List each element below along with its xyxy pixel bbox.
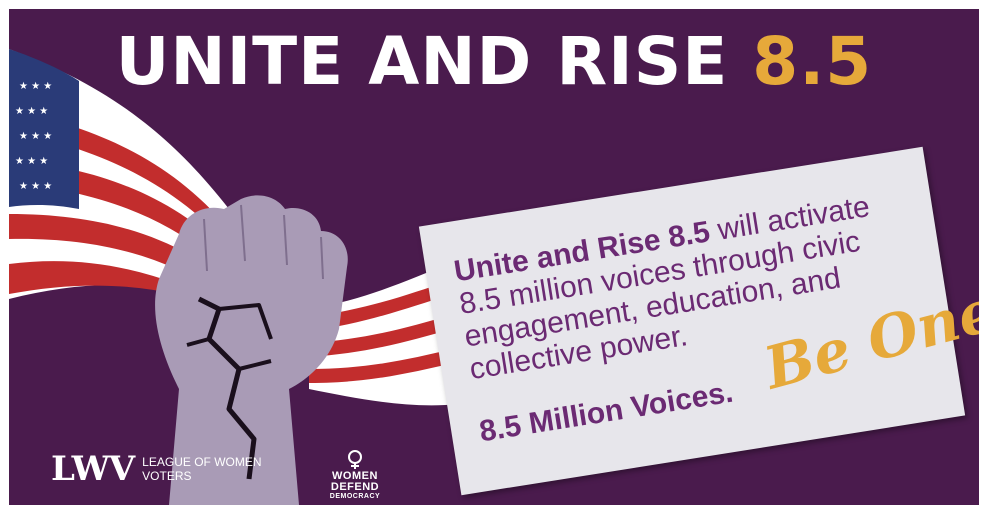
flag-left: ★ ★ ★ ★ ★ ★ ★ ★ ★ ★ ★ ★ ★ ★ ★ xyxy=(9,49,229,309)
card-tagline: 8.5 Million Voices. xyxy=(477,375,736,449)
american-flag-illustration: ★ ★ ★ ★ ★ ★ ★ ★ ★ ★ ★ ★ ★ ★ ★ xyxy=(9,49,459,505)
svg-text:★ ★ ★: ★ ★ ★ xyxy=(19,131,52,142)
raised-fist-illustration xyxy=(155,195,348,505)
svg-text:★ ★ ★: ★ ★ ★ xyxy=(19,81,52,92)
wdd-sub: DEMOCRACY xyxy=(329,493,381,500)
women-defend-democracy-logo: WOMEN DEFEND DEMOCRACY xyxy=(315,449,395,500)
svg-text:★ ★ ★: ★ ★ ★ xyxy=(15,106,48,117)
lwv-logo: LWV LEAGUE OF WOMEN VOTERS xyxy=(51,449,262,489)
flag-right xyxy=(309,264,459,406)
banner-panel: ★ ★ ★ ★ ★ ★ ★ ★ ★ ★ ★ ★ ★ ★ ★ xyxy=(9,9,979,505)
wdd-name: WOMEN DEFEND xyxy=(330,470,380,493)
wdd-emblem-icon xyxy=(348,450,362,469)
lwv-mark: LWV xyxy=(51,449,135,489)
lwv-name: LEAGUE OF WOMEN VOTERS xyxy=(142,455,262,483)
title-main: UNITE AND RISE xyxy=(115,23,729,100)
svg-text:★ ★ ★: ★ ★ ★ xyxy=(19,181,52,192)
title-number: 8.5 xyxy=(752,23,873,100)
page-title: UNITE AND RISE 8.5 xyxy=(9,23,979,100)
svg-text:★ ★ ★: ★ ★ ★ xyxy=(15,156,48,167)
